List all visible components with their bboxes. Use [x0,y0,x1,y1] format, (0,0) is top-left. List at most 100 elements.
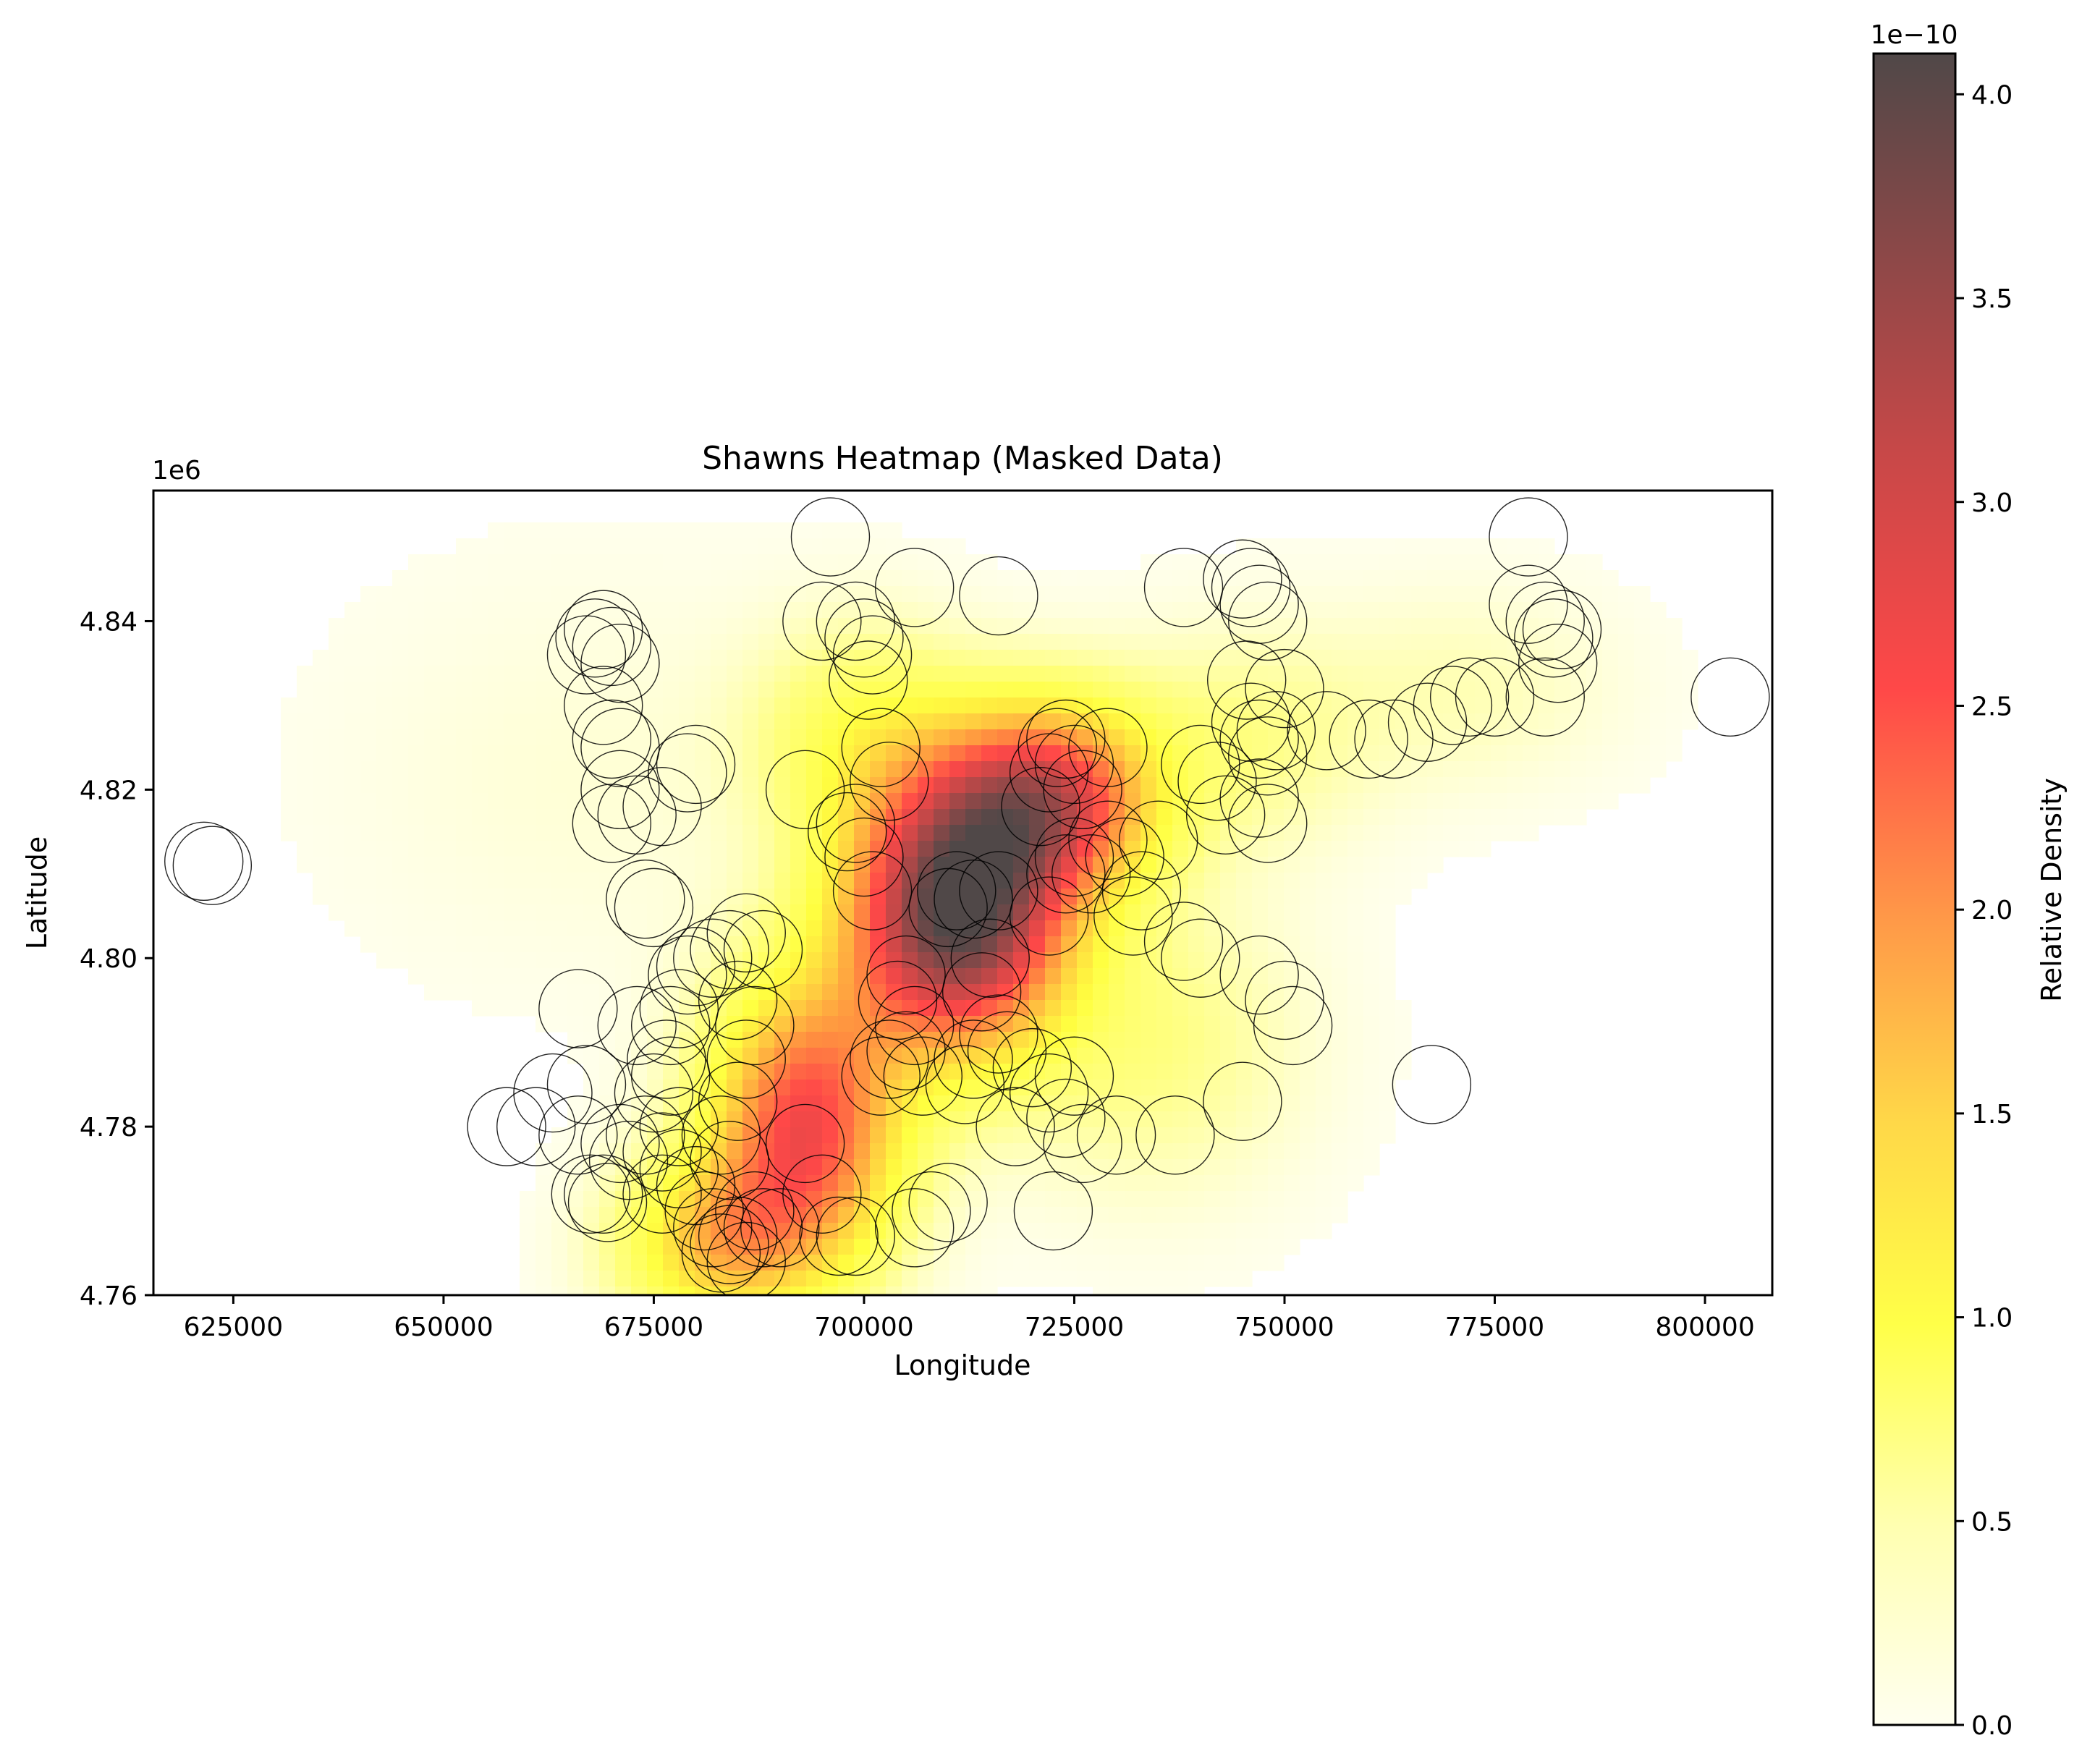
heat-cell [504,1000,520,1017]
heat-cell [997,745,1014,762]
heat-cell [742,729,759,746]
heat-cell [456,618,473,635]
heat-cell [631,618,648,635]
heat-cell [551,1127,568,1144]
heat-cell [934,1048,950,1064]
heat-cell [504,697,520,714]
heat-cell [1045,809,1062,826]
heat-cell [790,873,807,889]
heat-cell [1491,809,1507,826]
heat-cell [679,729,695,746]
heat-cell [631,1000,648,1017]
heat-cell [631,873,648,889]
heat-cell [567,1286,584,1295]
heat-cell [1539,570,1555,587]
heat-cell [965,1207,982,1224]
data-point [1043,1103,1122,1184]
data-point [959,556,1038,636]
heat-cell [281,729,297,746]
heat-cell [456,920,473,937]
data-point [1076,1095,1156,1175]
heat-cell [1347,873,1364,889]
heat-cell [854,761,871,778]
heat-cell [583,1064,600,1080]
heat-cell [1491,697,1507,714]
data-point [706,893,786,973]
heat-cell [1125,682,1141,698]
heat-cell [965,793,982,810]
heat-cell [695,634,711,650]
heat-cell [313,666,329,682]
heat-cell [424,857,441,873]
heat-cell [329,873,345,889]
heat-cell [1236,1032,1253,1048]
heat-cell [1316,1159,1332,1176]
heat-cell [711,889,727,905]
heat-cell [965,666,982,682]
heat-cell [1650,650,1667,666]
heat-cell [631,777,648,794]
heat-cell [695,522,711,539]
heat-cell [647,602,664,619]
heat-cell [1204,873,1221,889]
heat-cell [1379,1000,1396,1017]
heat-cell [1156,936,1173,953]
heat-cell [758,1271,775,1287]
heat-cell [631,697,648,714]
heat-cell [822,1191,839,1208]
heat-cell [1332,1048,1348,1064]
heat-cell [965,602,982,619]
heat-cell [774,777,791,794]
heat-cell [551,825,568,841]
heat-cell [758,761,775,778]
heat-cell [1045,825,1062,841]
heat-cell [1141,825,1157,841]
data-point [1329,699,1408,779]
heat-cell [1109,682,1125,698]
heat-cell [1347,1000,1364,1017]
heat-cell [583,1239,600,1255]
heat-cell [695,936,711,953]
heat-cell [1363,1143,1380,1160]
heat-cell [822,1095,839,1112]
heat-cell [456,968,473,985]
data-point [1219,935,1299,1015]
heat-cell [997,1159,1014,1176]
heat-cell [981,793,998,810]
heat-cell [806,650,823,666]
heat-cell [408,745,425,762]
heat-cell [1156,729,1173,746]
heat-cell [902,1175,918,1192]
heat-cell [1379,729,1396,746]
heat-cell [949,1143,966,1160]
heat-cell [329,889,345,905]
heat-cell [1252,666,1269,682]
heat-cell [440,554,457,571]
heat-cell [1236,1111,1253,1128]
heat-cell [1236,1016,1253,1032]
heat-cell [1156,857,1173,873]
heat-cell [949,777,966,794]
heat-cell [1363,618,1380,635]
heat-cell [1252,697,1269,714]
heat-cell [424,873,441,889]
heat-cell [1300,538,1316,555]
heat-cell [456,889,473,905]
heat-cell [965,1032,982,1048]
data-point [690,909,769,990]
heat-cell [1411,729,1428,746]
heat-cell [647,841,664,857]
heat-cell [647,1286,664,1295]
heat-cell [1395,634,1412,650]
heat-cell [1156,761,1173,778]
heat-cell [1427,777,1444,794]
observation-points [164,497,1770,1295]
heat-cell [1491,793,1507,810]
heat-cell [567,984,584,1001]
heat-cell [1236,586,1253,603]
heat-cell [1284,809,1300,826]
heat-cell [1363,761,1380,778]
data-point [1026,699,1106,779]
heat-cell [918,873,934,889]
heat-cell [329,697,345,714]
